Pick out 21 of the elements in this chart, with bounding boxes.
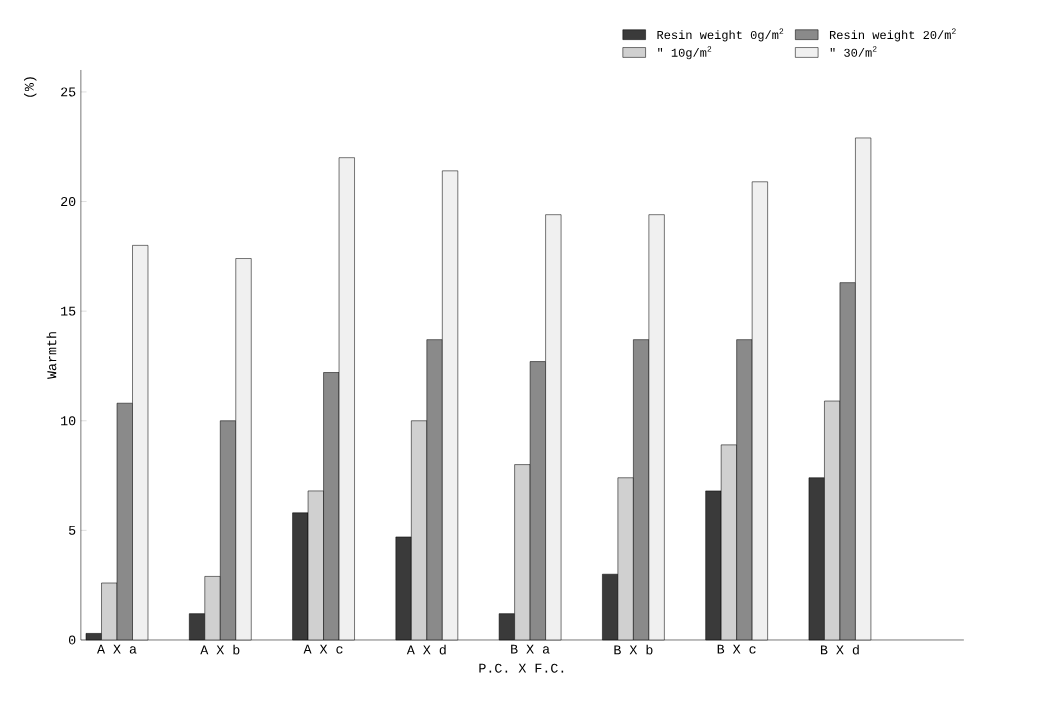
y-tick-label: 5 <box>68 525 76 535</box>
text: (%) <box>23 77 37 97</box>
legend-label: Resin weight 0g/m$^{2}$ <box>657 28 784 42</box>
x-tick-label: B X d <box>820 644 859 655</box>
x-tick-label: B X c <box>717 644 756 654</box>
x-tick-label: A X c <box>303 644 343 654</box>
x-axis-title: P.C. X F.C. <box>479 663 564 673</box>
y-tick-label: 0 <box>68 635 76 645</box>
legend-label: " 10g/m$^{2}$ <box>658 46 712 60</box>
x-tick-label: B X b <box>614 644 653 655</box>
y-tick-label: 20 <box>61 196 76 207</box>
legend-label: " 30/m$^{2}$ <box>830 46 877 57</box>
y-tick-label: 25 <box>61 87 76 97</box>
x-tick-label: B X a <box>511 644 550 654</box>
y-tick-label: 15 <box>61 306 76 316</box>
x-tick-label: A X b <box>200 644 240 655</box>
x-tick-label: A X a <box>97 644 137 654</box>
y-tick-label: 10 <box>61 416 76 426</box>
x-tick-label: A X d <box>406 644 446 655</box>
legend-label: Resin weight 20/m$^{2}$ <box>829 28 956 42</box>
y-axis-title: Warmth <box>46 332 57 379</box>
